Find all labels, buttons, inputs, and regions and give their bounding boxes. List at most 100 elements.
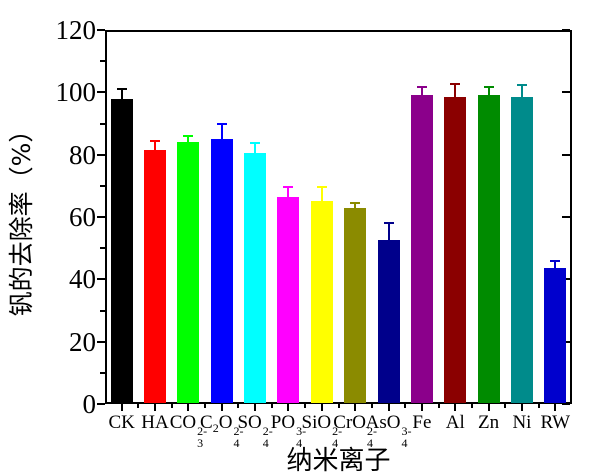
formula-sub-sup: 2- 3 [197, 424, 208, 450]
x-major-tick [487, 404, 490, 411]
x-minor-tick [537, 404, 540, 408]
bar-Zn [477, 95, 500, 403]
formula-sub-sup: 3- 4 [401, 424, 412, 450]
error-bar-stem [187, 135, 190, 143]
formula-sub-sup: 2- 4 [233, 424, 244, 450]
x-category-label: SO 2- 4 [237, 412, 273, 450]
x-major-tick [520, 404, 523, 411]
error-bar-stem [254, 142, 257, 154]
x-category-label: HA [141, 412, 169, 433]
x-minor-tick [170, 404, 173, 408]
x-major-tick [420, 404, 423, 411]
y-major-tick-right [562, 403, 570, 405]
y-tick-label: 100 [55, 77, 97, 108]
x-category-label: RW [540, 412, 571, 433]
x-minor-tick [304, 404, 307, 408]
y-major-tick-right [562, 216, 570, 218]
x-category-label: Al [445, 412, 465, 433]
x-minor-tick [404, 404, 407, 408]
y-tick-label: 20 [69, 326, 96, 357]
formula-sub-sup: 3- 4 [296, 424, 307, 450]
y-minor-tick-left [100, 371, 105, 374]
error-bar-stem [487, 87, 490, 96]
y-tick-label: 80 [69, 139, 96, 170]
y-minor-tick-left [100, 309, 105, 312]
x-minor-tick [137, 404, 140, 408]
y-major-tick-right [562, 153, 570, 156]
error-bar-stem [320, 186, 323, 202]
y-major-tick-right [562, 91, 570, 94]
x-major-tick [354, 404, 357, 411]
x-major-tick [387, 404, 390, 411]
bar-Al [444, 97, 467, 403]
bar-PO₄³⁻ [277, 196, 300, 403]
x-major-tick [220, 404, 223, 411]
y-tick-label: 120 [55, 15, 97, 45]
bar-HA [144, 149, 167, 403]
x-major-tick [454, 404, 457, 411]
x-category-label: C2O 2- 4 [200, 412, 244, 450]
x-axis-title: 纳米离子 [286, 446, 391, 476]
error-bar-cap [150, 140, 161, 143]
y-minor-tick-left [100, 122, 105, 125]
y-major-tick-right [562, 29, 570, 31]
x-minor-tick [437, 404, 440, 408]
error-bar-cap [316, 185, 327, 188]
x-category-label: PO 3- 4 [270, 412, 307, 450]
error-bar-cap [416, 86, 427, 89]
x-category-label: Fe [412, 412, 432, 433]
x-minor-tick [337, 404, 340, 408]
error-bar-stem [287, 187, 290, 197]
formula-sub-sup: 2- 4 [332, 424, 343, 450]
x-minor-tick [470, 404, 473, 408]
x-minor-tick [270, 404, 273, 408]
bar-AsO₄³⁻ [377, 240, 400, 403]
error-bar-cap [116, 88, 127, 91]
x-minor-tick [204, 404, 207, 408]
error-bar-stem [354, 202, 357, 208]
error-bar-cap [283, 186, 294, 189]
y-minor-tick-left [100, 60, 105, 63]
error-bar-cap [250, 141, 261, 144]
x-major-tick [554, 404, 557, 411]
x-category-label: AsO 3- 4 [365, 412, 412, 450]
error-bar-cap [483, 86, 494, 89]
y-minor-tick-left [100, 184, 105, 187]
error-bar-cap [183, 134, 194, 137]
y-minor-tick-left [100, 247, 105, 250]
x-minor-tick [504, 404, 507, 408]
error-bar-stem [120, 89, 123, 99]
error-bar-cap [550, 259, 561, 262]
error-bar-stem [154, 141, 157, 150]
y-major-tick-left [97, 340, 105, 343]
x-category-label: Zn [478, 412, 500, 433]
x-category-label: CK [108, 412, 135, 433]
x-category-label: CO 2- 3 [169, 412, 208, 450]
error-bar-cap [350, 201, 361, 204]
x-category-label: Ni [512, 412, 532, 433]
bar-C₂O₄²⁻ [210, 139, 233, 403]
error-bar-stem [220, 123, 223, 140]
bar-SO₄²⁻ [244, 153, 267, 403]
x-major-tick [120, 404, 123, 411]
y-major-tick-left [97, 278, 105, 281]
y-axis-title: 钒的去除率（%） [7, 117, 36, 317]
x-major-tick [254, 404, 257, 411]
error-bar-cap [450, 82, 461, 85]
y-major-tick-left [97, 403, 105, 405]
bar-SiO₄²⁻ [310, 201, 333, 403]
x-category-label: SiO 2- 4 [301, 412, 343, 450]
x-major-tick [187, 404, 190, 411]
formula-sub-sup: 2- 4 [262, 424, 273, 450]
x-minor-tick [237, 404, 240, 408]
y-major-tick-left [97, 29, 105, 31]
bar-CO₃²⁻ [177, 142, 200, 403]
y-major-tick-left [97, 153, 105, 156]
bar-CK [110, 98, 133, 403]
x-category-label: CrO 2- 4 [333, 412, 378, 450]
y-major-tick-left [97, 91, 105, 94]
bar-RW [544, 268, 567, 403]
bar-Ni [510, 97, 533, 403]
y-major-tick-left [97, 216, 105, 218]
